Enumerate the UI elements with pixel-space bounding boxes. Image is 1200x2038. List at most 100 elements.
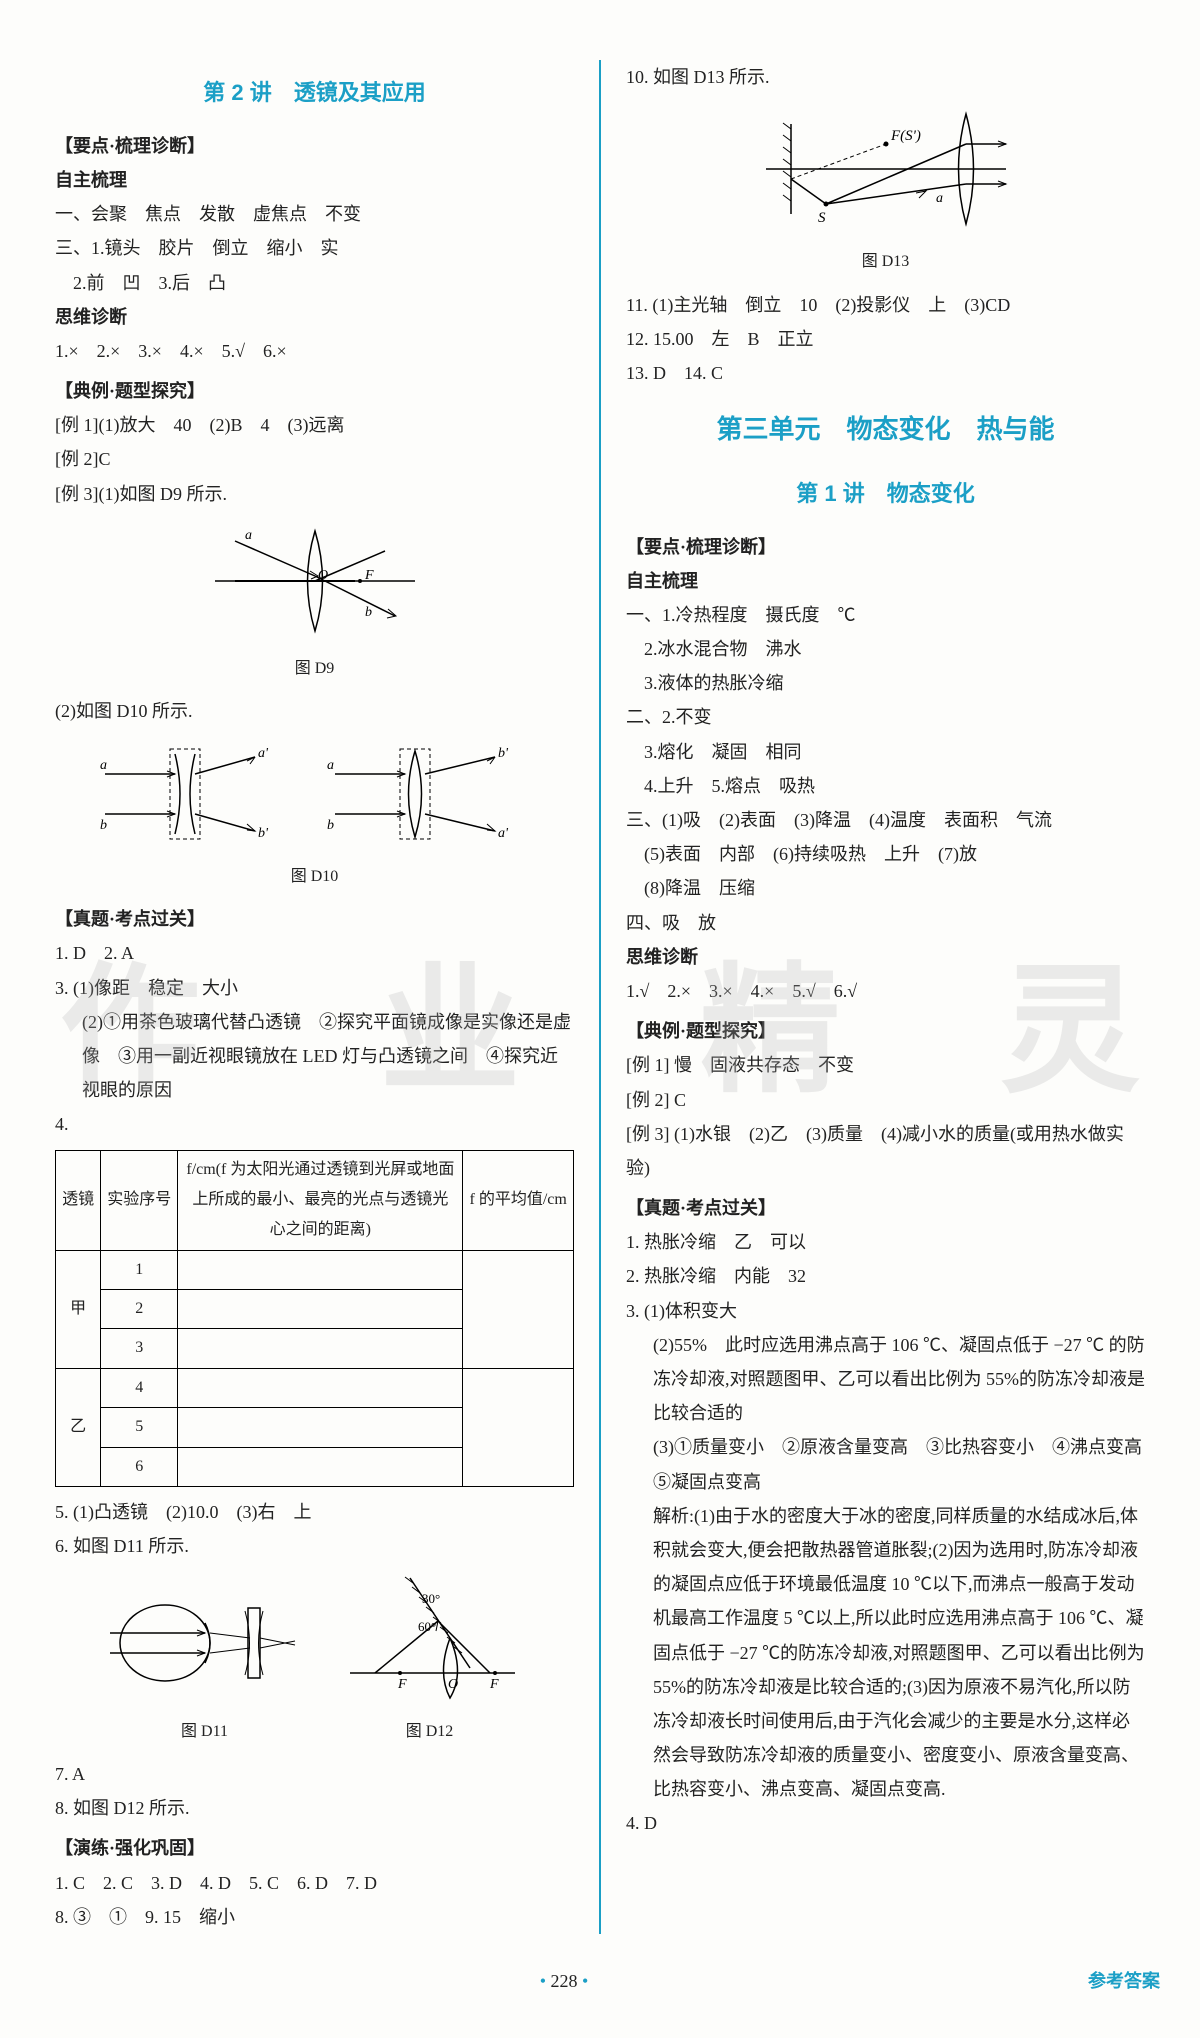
figure-d9: a F b O 图 D9 [55, 521, 574, 685]
text-line: (2)①用茶色玻璃代替凸透镜 ②探究平面镜成像是实像还是虚像 ③用一副近视眼镜放… [55, 1005, 574, 1108]
svg-text:F: F [364, 568, 374, 583]
section-heading: 【要点·梳理诊断】 [55, 129, 574, 163]
text-line: 10. 如图 D13 所示. [626, 60, 1145, 94]
figure-caption: 图 D9 [55, 654, 574, 684]
section-heading: 【典例·题型探究】 [626, 1014, 1145, 1048]
text-line: 一、1.冷热程度 摄氏度 ℃ [626, 598, 1145, 632]
figure-d10: a b a' b' a b b' a' 图 D10 [55, 739, 574, 893]
text-line: 三、1.镜头 胶片 倒立 缩小 实 [55, 231, 574, 265]
section-heading: 【典例·题型探究】 [55, 374, 574, 408]
table-row: 甲 1 [56, 1250, 574, 1289]
text-line: [例 3](1)如图 D9 所示. [55, 477, 574, 511]
figure-label: a [936, 191, 943, 206]
text-line: 5. (1)凸透镜 (2)10.0 (3)右 上 [55, 1495, 574, 1529]
svg-text:b': b' [498, 746, 509, 761]
lesson-title: 第 2 讲 透镜及其应用 [55, 72, 574, 114]
subheading: 自主梳理 [55, 163, 574, 197]
lesson-title: 第 1 讲 物态变化 [626, 473, 1145, 515]
table-cell: 2 [101, 1290, 178, 1329]
text-line: [例 1](1)放大 40 (2)B 4 (3)远离 [55, 408, 574, 442]
text-line: 8. 如图 D12 所示. [55, 1791, 574, 1825]
svg-text:b: b [327, 818, 334, 833]
section-heading: 【真题·考点过关】 [55, 902, 574, 936]
table-cell: 5 [101, 1408, 178, 1447]
page-columns: 第 2 讲 透镜及其应用 【要点·梳理诊断】 自主梳理 一、会聚 焦点 发散 虚… [40, 60, 1160, 1934]
text-line: 13. D 14. C [626, 356, 1145, 390]
table-header: f/cm(f 为太阳光通过透镜到光屏或地面上所成的最小、最亮的光点与透镜光心之间… [178, 1150, 463, 1250]
text-line: 二、2.不变 [626, 700, 1145, 734]
svg-text:O: O [448, 1677, 458, 1692]
svg-text:60°: 60° [418, 1619, 436, 1634]
figure-row: 图 D11 30° 60° [55, 1563, 574, 1757]
text-line: 3.熔化 凝固 相同 [626, 735, 1145, 769]
text-line: 三、(1)吸 (2)表面 (3)降温 (4)温度 表面积 气流 [626, 803, 1145, 837]
page-number: 228 [540, 1964, 589, 1998]
table-row: 乙 4 [56, 1368, 574, 1407]
text-line: 11. (1)主光轴 倒立 10 (2)投影仪 上 (3)CD [626, 288, 1145, 322]
table-cell: 4 [101, 1368, 178, 1407]
text-line: 3.液体的热胀冷缩 [626, 666, 1145, 700]
figure-d12: 30° 60° F O F 图 D12 [340, 1573, 520, 1747]
text-line: 解析:(1)由于水的密度大于冰的密度,同样质量的水结成冰后,体积就会变大,便会把… [626, 1499, 1145, 1807]
text-line: 8. ③ ① 9. 15 缩小 [55, 1900, 574, 1934]
table-cell: 6 [101, 1447, 178, 1486]
text-line: 4.上升 5.熔点 吸热 [626, 769, 1145, 803]
table-header: f 的平均值/cm [463, 1150, 574, 1250]
text-line: 1. D 2. A [55, 936, 574, 970]
svg-text:a: a [327, 758, 334, 773]
text-line: 2. 热胀冷缩 内能 32 [626, 1259, 1145, 1293]
subheading: 自主梳理 [626, 564, 1145, 598]
svg-text:30°: 30° [422, 1591, 440, 1606]
text-line: 3. (1)像距 稳定 大小 [55, 971, 574, 1005]
figure-d11: 图 D11 [110, 1583, 300, 1747]
text-line: 2.前 凹 3.后 凸 [55, 266, 574, 300]
text-line: 1.√ 2.× 3.× 4.× 5.√ 6.√ [626, 974, 1145, 1008]
right-column: 10. 如图 D13 所示. F(S') S [601, 60, 1160, 1934]
section-heading: 【真题·考点过关】 [626, 1191, 1145, 1225]
figure-caption: 图 D13 [626, 247, 1145, 277]
left-column: 第 2 讲 透镜及其应用 【要点·梳理诊断】 自主梳理 一、会聚 焦点 发散 虚… [40, 60, 601, 1934]
subheading: 思维诊断 [55, 300, 574, 334]
table-cell: 3 [101, 1329, 178, 1368]
text-line: (2)55% 此时应选用沸点高于 106 ℃、凝固点低于 −27 ℃ 的防冻冷却… [626, 1328, 1145, 1431]
text-line: 一、会聚 焦点 发散 虚焦点 不变 [55, 197, 574, 231]
text-line: 6. 如图 D11 所示. [55, 1529, 574, 1563]
svg-text:F: F [489, 1677, 499, 1692]
text-line: (3)①质量变小 ②原液含量变高 ③比热容变小 ④沸点变高 ⑤凝固点变高 [626, 1430, 1145, 1498]
text-line: 1. 热胀冷缩 乙 可以 [626, 1225, 1145, 1259]
svg-text:b: b [365, 605, 372, 620]
section-heading: 【演练·强化巩固】 [55, 1831, 574, 1865]
text-line: 4. D [626, 1806, 1145, 1840]
experiment-table: 透镜 实验序号 f/cm(f 为太阳光通过透镜到光屏或地面上所成的最小、最亮的光… [55, 1150, 574, 1488]
table-cell: 1 [101, 1250, 178, 1289]
table-header: 透镜 [56, 1150, 101, 1250]
text-line: 1. C 2. C 3. D 4. D 5. C 6. D 7. D [55, 1866, 574, 1900]
figure-caption: 图 D10 [55, 862, 574, 892]
text-line: 2.冰水混合物 沸水 [626, 632, 1145, 666]
text-line: [例 2] C [626, 1083, 1145, 1117]
svg-text:O: O [318, 568, 328, 583]
table-header-row: 透镜 实验序号 f/cm(f 为太阳光通过透镜到光屏或地面上所成的最小、最亮的光… [56, 1150, 574, 1250]
table-cell: 甲 [56, 1250, 101, 1368]
text-line: (2)如图 D10 所示. [55, 694, 574, 728]
unit-title: 第三单元 物态变化 热与能 [626, 405, 1145, 454]
text-line: 1.× 2.× 3.× 4.× 5.√ 6.× [55, 334, 574, 368]
text-line: 四、吸 放 [626, 906, 1145, 940]
text-line: 3. (1)体积变大 [626, 1294, 1145, 1328]
text-line: [例 2]C [55, 442, 574, 476]
svg-text:a': a' [498, 826, 509, 841]
text-line: [例 3] (1)水银 (2)乙 (3)质量 (4)减小水的质量(或用热水做实验… [626, 1117, 1145, 1185]
svg-text:a': a' [258, 746, 269, 761]
text-line: 7. A [55, 1757, 574, 1791]
table-header: 实验序号 [101, 1150, 178, 1250]
figure-d13: F(S') S a 图 D13 [626, 104, 1145, 278]
text-line: (5)表面 内部 (6)持续吸热 上升 (7)放 [626, 837, 1145, 871]
svg-text:b: b [100, 818, 107, 833]
text-line: (8)降温 压缩 [626, 871, 1145, 905]
svg-text:a: a [100, 758, 107, 773]
page-footer: 228 参考答案 [40, 1964, 1160, 1998]
subheading: 思维诊断 [626, 940, 1145, 974]
text-line: [例 1] 慢 固液共存态 不变 [626, 1048, 1145, 1082]
text-line: 4. [55, 1107, 574, 1141]
table-cell: 乙 [56, 1368, 101, 1486]
